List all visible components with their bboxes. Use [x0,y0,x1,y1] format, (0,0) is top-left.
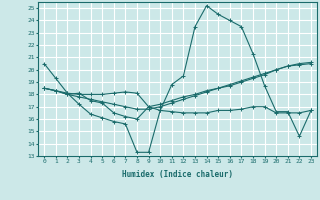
X-axis label: Humidex (Indice chaleur): Humidex (Indice chaleur) [122,170,233,179]
